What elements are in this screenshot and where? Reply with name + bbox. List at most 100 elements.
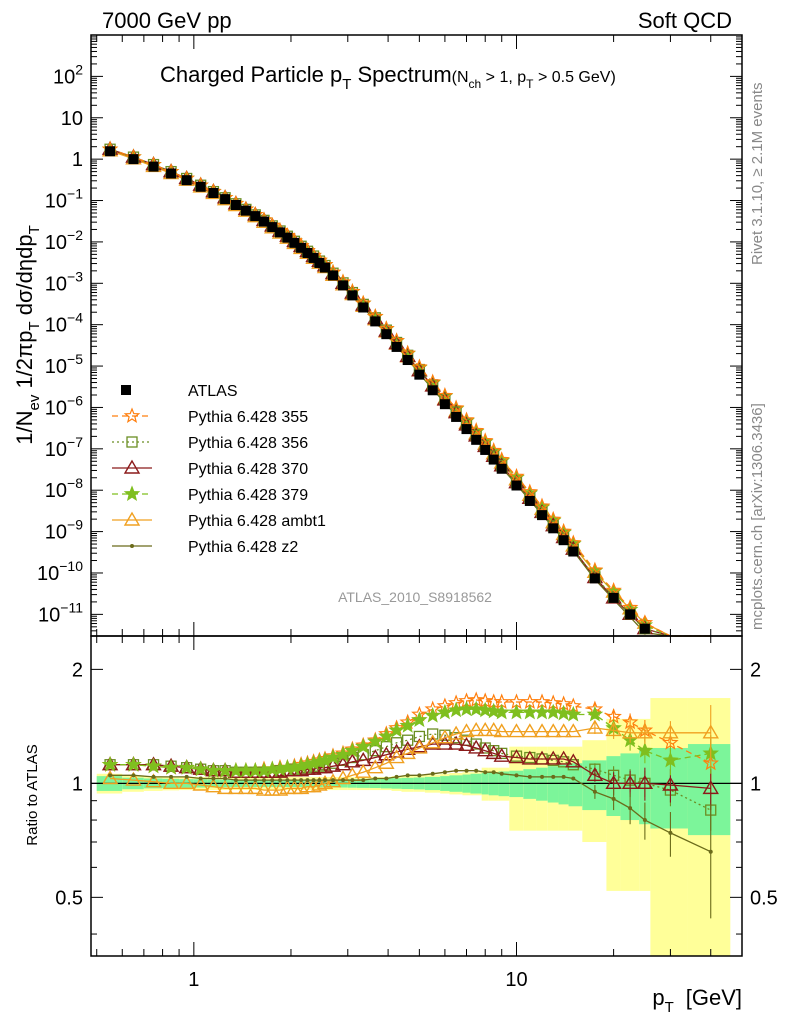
ratio-series-z2 bbox=[108, 768, 713, 919]
ratio-point-z2 bbox=[373, 776, 378, 781]
ratio-point-ambt1 bbox=[702, 724, 719, 739]
ratio-point-ambt1 bbox=[662, 724, 679, 739]
atlas-point bbox=[427, 385, 438, 396]
ratio-point-z2 bbox=[474, 768, 479, 773]
ratio-point-p379 bbox=[178, 759, 195, 775]
main-ytick-label: 10−11 bbox=[38, 599, 83, 626]
legend-marker-p379 bbox=[123, 485, 141, 502]
ratio-point-p379 bbox=[324, 748, 342, 765]
ratio-point-p370 bbox=[545, 750, 562, 765]
ratio-point-p370 bbox=[521, 750, 539, 765]
ratio-point-p356 bbox=[390, 737, 403, 749]
band-inner-bin bbox=[523, 769, 537, 799]
ratio-point-z2 bbox=[243, 778, 248, 783]
legend-label-ambt1: Pythia 6.428 ambt1 bbox=[188, 513, 326, 530]
ratio-point-ambt1 bbox=[355, 763, 372, 778]
ratio-point-p370 bbox=[367, 749, 384, 764]
atlas-point bbox=[208, 188, 219, 199]
atlas-point bbox=[589, 573, 600, 584]
ratio-point-z2 bbox=[514, 773, 519, 778]
legend-label-atlas: ATLAS bbox=[188, 383, 238, 400]
ratio-point-z2 bbox=[198, 776, 203, 781]
atlas-point bbox=[250, 211, 261, 222]
main-point-p355 bbox=[586, 561, 604, 578]
atlas-point bbox=[439, 399, 450, 410]
legend-entry-p370: Pythia 6.428 370 bbox=[112, 459, 308, 478]
ratio-point-p370 bbox=[399, 740, 416, 756]
ylabel-a: 1/N bbox=[12, 411, 37, 445]
ratio-point-p379 bbox=[545, 703, 562, 720]
atlas-point bbox=[370, 316, 381, 327]
ratio-point-ambt1 bbox=[424, 734, 441, 749]
header-left: 7000 GeV pp bbox=[102, 8, 232, 33]
ratio-point-ambt1 bbox=[192, 776, 209, 791]
ratio-point-ambt1 bbox=[255, 781, 273, 796]
ratio-point-z2 bbox=[527, 774, 532, 779]
ratio-point-p379 bbox=[162, 759, 180, 775]
atlas-point bbox=[381, 329, 392, 340]
ratio-point-p379 bbox=[145, 757, 162, 774]
ratio-point-p379 bbox=[564, 705, 582, 722]
band-inner-bin bbox=[536, 767, 548, 801]
ytick-exp: −8 bbox=[67, 475, 83, 491]
xlabel-unit: [GeV] bbox=[686, 985, 742, 1010]
legend-marker-p355 bbox=[123, 407, 141, 424]
atlas-point bbox=[471, 434, 482, 445]
ratio-point-p370 bbox=[493, 747, 510, 762]
ratio-point-z2 bbox=[708, 849, 713, 854]
ytick-exp: −5 bbox=[67, 351, 83, 367]
ratio-point-ambt1 bbox=[586, 719, 604, 734]
legend-marker-p370 bbox=[123, 459, 141, 474]
ratio-frame bbox=[90, 635, 743, 957]
ratio-point-p379 bbox=[447, 701, 465, 718]
ratio-point-p356 bbox=[369, 745, 381, 757]
ratio-point-p370 bbox=[586, 766, 604, 782]
analysis-id: ATLAS_2010_S8918562 bbox=[338, 589, 492, 605]
ratio-point-z2 bbox=[491, 770, 496, 775]
main-ytick-label: 10−4 bbox=[45, 310, 83, 337]
ratio-ytick-label-right: 2 bbox=[750, 659, 761, 681]
ratio-point-p379 bbox=[555, 704, 572, 721]
ytick-exp: −10 bbox=[59, 558, 83, 574]
ratio-point-ambt1 bbox=[508, 723, 525, 738]
ratio-point-p379 bbox=[355, 738, 372, 754]
ratio-point-z2 bbox=[311, 778, 316, 783]
xtick-label: 1 bbox=[188, 969, 199, 991]
ytick-exp: −9 bbox=[67, 517, 83, 533]
ratio-point-z2 bbox=[223, 776, 228, 781]
atlas-point bbox=[347, 290, 358, 301]
xlabel-p: p bbox=[652, 985, 664, 1010]
ratio-point-z2 bbox=[499, 771, 504, 776]
atlas-point bbox=[414, 369, 425, 380]
ratio-point-z2 bbox=[592, 789, 597, 794]
main-series-atlas bbox=[105, 146, 650, 634]
legend-label-p355: Pythia 6.428 355 bbox=[188, 409, 308, 426]
atlas-point bbox=[480, 444, 491, 455]
xlabel: pT [GeV] bbox=[652, 985, 742, 1016]
ratio-point-z2 bbox=[417, 773, 422, 778]
ratio-point-p370 bbox=[378, 746, 395, 761]
xtick-label: 10 bbox=[505, 969, 527, 991]
ytick-base: 10 bbox=[45, 397, 67, 419]
rivet-label: Rivet 3.1.10, ≥ 2.1M events bbox=[749, 83, 766, 266]
ytick-base: 10 bbox=[45, 191, 67, 213]
title-cond-a: (N bbox=[452, 69, 469, 86]
ratio-point-p356 bbox=[402, 734, 414, 746]
ratio-point-z2 bbox=[211, 776, 216, 781]
xlabel-sub: T bbox=[665, 999, 674, 1016]
ylabel-b-sub: T bbox=[26, 321, 43, 330]
ratio-point-p379 bbox=[508, 703, 525, 720]
ratio-point-p370 bbox=[485, 744, 502, 760]
atlas-point bbox=[302, 247, 313, 258]
ytick-base: 10 bbox=[45, 356, 67, 378]
ratio-point-p370 bbox=[565, 753, 582, 768]
ratio-point-p379 bbox=[586, 705, 604, 722]
atlas-point bbox=[320, 262, 331, 273]
ratio-point-ambt1 bbox=[565, 723, 582, 738]
ratio-ylabel: Ratio to ATLAS bbox=[24, 744, 41, 845]
atlas-point bbox=[358, 302, 369, 313]
legend-entry-z2: Pythia 6.428 z2 bbox=[112, 539, 298, 556]
ratio-point-ambt1 bbox=[125, 771, 142, 786]
ratio-point-z2 bbox=[317, 778, 322, 783]
